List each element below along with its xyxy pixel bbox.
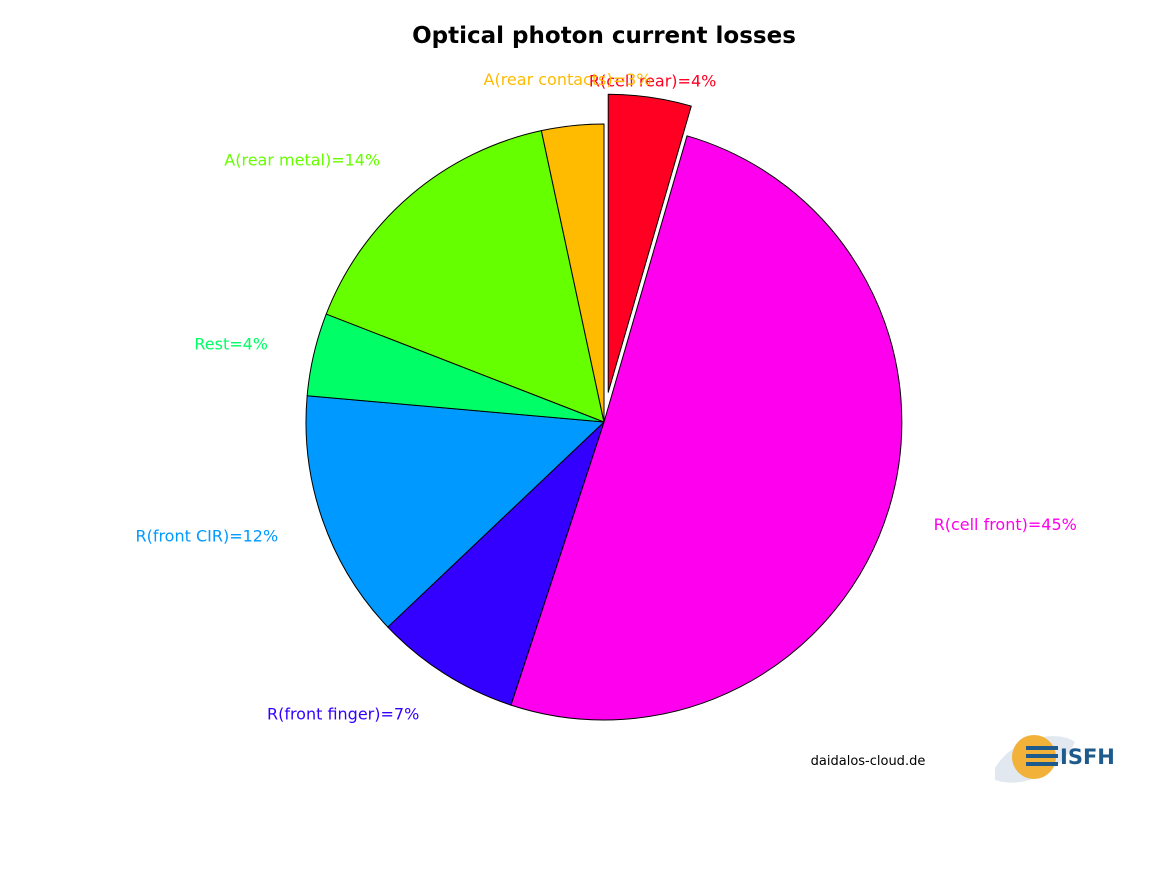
chart-title: Optical photon current losses (412, 23, 796, 49)
slice-label-4: R(front CIR)=12% (135, 527, 278, 546)
pie-slice-3 (387, 421, 605, 706)
slice-label-1: R(cell rear)=4% (589, 71, 716, 90)
slice-label-5: Rest=4% (194, 335, 268, 354)
pie-slice-1 (607, 93, 692, 393)
slice-label-6: A(rear metal)=14% (224, 151, 380, 170)
logo-stripe (1026, 746, 1058, 750)
pie-slice-4 (305, 395, 605, 628)
slice-label-7: A(rear contacts)=3% (484, 70, 652, 89)
slice-label-2: R(cell front)=45% (934, 515, 1077, 534)
pie-slice-6 (325, 130, 605, 423)
pie-labels: R(cell rear)=4% R(cell front)=45% R(front … (135, 70, 1076, 724)
pie-slice-7 (540, 123, 605, 423)
logo-stripe (1026, 762, 1058, 766)
logo-text: ISFH (1060, 745, 1115, 769)
pie-slice-2 (510, 135, 903, 721)
slice-label-3: R(front finger)=7% (267, 704, 419, 723)
watermark-text: daidalos-cloud.de (811, 754, 926, 769)
isfh-logo: ISFH (995, 735, 1115, 783)
pie-slices (305, 93, 903, 721)
logo-stripe (1026, 754, 1058, 758)
